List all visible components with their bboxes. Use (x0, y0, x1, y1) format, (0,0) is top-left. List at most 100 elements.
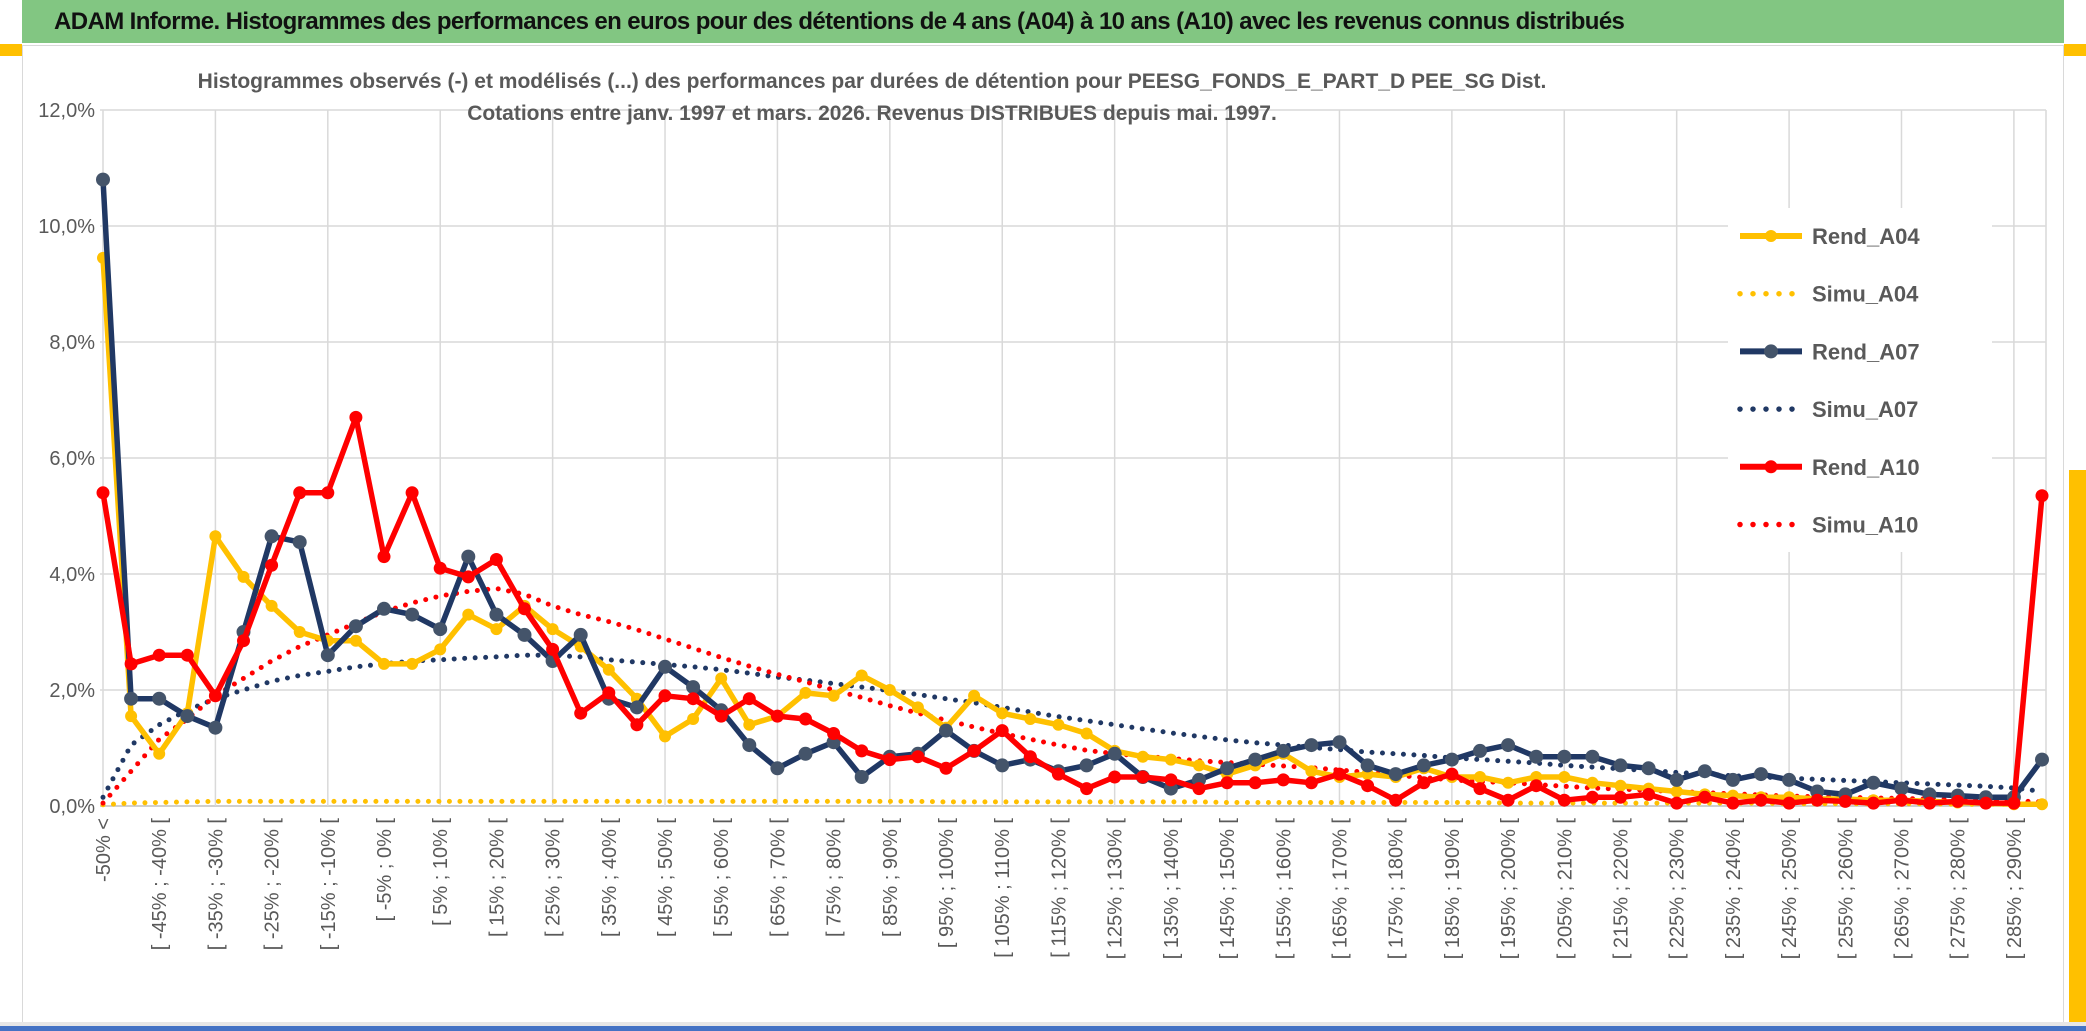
series-Rend_A10-marker (911, 750, 925, 764)
gold-strip-right (2069, 470, 2086, 1022)
x-tick-label: [ 255% ; 260% [ (1835, 818, 1857, 960)
y-tick-label: 12,0% (38, 100, 95, 122)
x-tick-label: [ 205% ; 210% [ (1554, 818, 1576, 960)
series-Rend_A04-marker (1080, 727, 1093, 740)
series-Rend_A07-marker (1782, 772, 1797, 787)
legend-item-Rend_A10[interactable]: Rend_A10 (1740, 455, 1920, 480)
series-Rend_A04-marker (462, 608, 475, 621)
x-tick-label: [ 285% ; 290% [ (2004, 818, 2026, 960)
series-Rend_A07-marker (292, 535, 307, 550)
series-Rend_A10-marker (1585, 790, 1599, 804)
legend-item-Simu_A04[interactable]: Simu_A04 (1737, 282, 1919, 307)
series-Rend_A07-marker (1894, 781, 1909, 796)
series-Rend_A10-marker (1276, 773, 1290, 787)
series-Rend_A07-marker (629, 700, 644, 715)
series-Rend_A07-marker (348, 619, 363, 634)
series-Rend_A07-marker (1754, 767, 1768, 782)
bottom-strip (0, 1022, 2086, 1026)
series-Rend_A10-marker (546, 642, 560, 656)
series-Rend_A10-marker (293, 486, 307, 500)
series-Rend_A10-marker (321, 486, 335, 500)
series-Rend_A10-marker (1361, 779, 1375, 793)
series-Rend_A10-marker (1136, 770, 1150, 784)
series-Rend_A07-marker (1388, 767, 1403, 782)
chart-title-line: Histogrammes observés (-) et modélisés (… (198, 70, 1547, 93)
window-title-bar: ADAM Informe. Histogrammes des performan… (22, 0, 2064, 43)
y-tick-label: 6,0% (49, 448, 95, 470)
series-Rend_A10-marker (96, 486, 110, 500)
series-Rend_A04-line (100, 257, 2042, 808)
series-Rend_A07-marker (1613, 758, 1628, 773)
series-Rend_A07-line (100, 179, 2045, 801)
series-Rend_A10-marker (1023, 750, 1037, 764)
x-tick-label: [ 155% ; 160% [ (1273, 818, 1295, 960)
x-tick-label: [ 15% ; 20% [ (486, 818, 508, 937)
series-Rend_A04-marker (659, 730, 671, 743)
y-tick-label: 2,0% (49, 680, 95, 702)
series-Rend_A10-marker (1445, 767, 1459, 781)
series-Rend_A10-marker (1417, 776, 1431, 790)
legend-item-Rend_A04[interactable]: Rend_A04 (1740, 224, 1920, 249)
x-tick-label: [ 135% ; 140% [ (1161, 818, 1183, 960)
x-tick-label: [ 25% ; 30% [ (543, 818, 565, 937)
series-Rend_A07-marker (1079, 758, 1094, 773)
legend-background (1728, 208, 1992, 552)
series-Rend_A04-marker (968, 689, 981, 702)
series-Rend_A04-marker (1586, 776, 1599, 789)
series-Rend_A04-marker (265, 599, 278, 612)
series-Rend_A10-marker (1304, 776, 1318, 790)
series-Rend_A10-marker (939, 761, 953, 775)
series-Rend_A07-marker (208, 720, 223, 735)
series-Rend_A04-marker (378, 657, 390, 670)
series-Rend_A10-marker (1192, 782, 1206, 796)
x-tick-label: [ 5% ; 10% [ (430, 818, 452, 926)
series-Rend_A04-marker (546, 623, 559, 636)
series-Rend_A07-marker (517, 627, 532, 642)
series-Rend_A10-marker (124, 657, 138, 671)
series-Rend_A10-marker (1529, 779, 1543, 793)
series-Rend_A07-marker (1641, 761, 1656, 776)
legend-item-Simu_A10[interactable]: Simu_A10 (1737, 513, 1918, 538)
gold-corner-top-left (0, 44, 22, 56)
x-tick-label: [ 165% ; 170% [ (1329, 818, 1351, 960)
series-Rend_A10-marker (630, 718, 644, 732)
legend-item-Rend_A07[interactable]: Rend_A07 (1740, 339, 1920, 364)
x-tick-label: [ 265% ; 270% [ (1891, 818, 1913, 960)
series-Rend_A10-marker (1220, 776, 1234, 790)
series-Rend_A10-marker (265, 558, 279, 572)
series-Rend_A07-marker (489, 607, 504, 622)
x-tick-label: [ -45% ; -40% [ (149, 818, 171, 951)
legend-item-Simu_A07[interactable]: Simu_A07 (1737, 397, 1918, 422)
series-Rend_A10-marker (1248, 776, 1262, 790)
series-Rend_A10-marker (1782, 796, 1796, 810)
series-Rend_A10-marker (1051, 767, 1065, 781)
series-Rend_A04-marker (911, 701, 924, 714)
y-axis: 0,0% 2,0% 4,0% 6,0% 8,0% 10,0% 12,0% (38, 100, 95, 818)
series-Rend_A10-marker (1614, 790, 1627, 804)
series-Rend_A04-marker (1024, 713, 1037, 725)
series-Rend_A04-marker (687, 713, 700, 725)
legend-marker-icon (1764, 344, 1778, 359)
x-tick-label: [ 85% ; 90% [ (880, 818, 902, 937)
series-Rend_A04-marker (153, 747, 166, 760)
x-tick-label: [ 105% ; 110% [ (992, 818, 1014, 958)
series-Rend_A04-marker (883, 684, 896, 696)
series-Rend_A07-marker (1304, 738, 1319, 753)
series-Rend_A07-marker (320, 648, 335, 663)
bottom-accent-bar (0, 1026, 2086, 1031)
legend: Rend_A04 Simu_A04 Rend_A07 Simu_A07 Rend_A10… (1728, 208, 1992, 552)
x-tick-label: [ 245% ; 250% [ (1779, 818, 1801, 960)
window-title: ADAM Informe. Histogrammes des performan… (54, 7, 1625, 35)
series-Rend_A10-marker (1501, 793, 1515, 807)
x-tick-label: [ 95% ; 100% [ (936, 818, 958, 949)
series-Rend_A10-marker (1557, 793, 1571, 807)
x-tick-label: [ -25% ; -20% [ (262, 818, 284, 951)
series-Rend_A10-marker (770, 709, 784, 723)
series-Rend_A07-marker (1529, 749, 1544, 764)
series-Rend_A10-marker (1108, 770, 1122, 784)
x-tick-label: [ 175% ; 180% [ (1386, 818, 1408, 960)
series-Rend_A07-marker (1220, 761, 1235, 776)
series-Rend_A10-marker (1951, 794, 1965, 808)
series-Rend_A04-marker (434, 643, 447, 656)
series-Rend_A04-marker (1136, 750, 1149, 763)
